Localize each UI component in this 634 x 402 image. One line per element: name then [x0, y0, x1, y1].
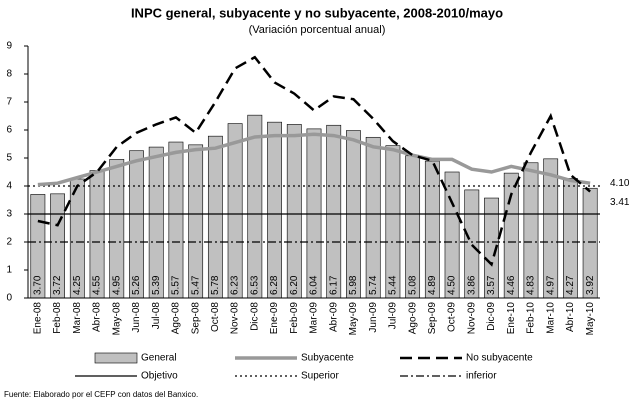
bar-label: 6.17 — [328, 275, 339, 295]
bar-label: 4.97 — [545, 275, 556, 295]
bar-label: 4.89 — [427, 275, 438, 295]
x-tick-label: Dic-09 — [486, 302, 497, 331]
bar-label: 5.98 — [348, 275, 359, 295]
bar-label: 4.83 — [526, 275, 537, 295]
bar — [286, 124, 302, 299]
x-tick-label: Feb-09 — [289, 302, 300, 334]
bar — [148, 146, 164, 299]
x-tick-label: Abr-09 — [328, 302, 339, 332]
bar-label: 4.46 — [506, 275, 517, 295]
bar — [326, 124, 342, 299]
legend-label: Superior — [301, 371, 339, 382]
bar — [188, 144, 204, 299]
y-tick-label: 4 — [6, 181, 12, 192]
chart-subtitle: (Variación porcentual anual) — [249, 24, 386, 36]
x-tick-label: Ago-09 — [407, 302, 418, 335]
bar-label: 4.50 — [447, 275, 458, 295]
y-tick-label: 7 — [6, 97, 12, 108]
bar-label: 5.78 — [210, 275, 221, 295]
bar — [385, 145, 401, 299]
bar-label: 6.28 — [269, 275, 280, 295]
y-tick-label: 1 — [6, 265, 12, 276]
x-tick-label: May-08 — [111, 302, 122, 336]
x-tick-label: Feb-08 — [52, 302, 63, 334]
bar-label: 4.27 — [565, 275, 576, 295]
x-tick-label: Mar-08 — [72, 302, 83, 334]
x-tick-label: Nov-09 — [466, 302, 477, 335]
bar — [247, 114, 263, 299]
legend-label: No subyacente — [466, 353, 533, 364]
y-tick-label: 8 — [6, 69, 12, 80]
x-tick-label: Ene-10 — [506, 302, 517, 335]
x-tick-label: Sep-09 — [427, 302, 438, 335]
x-tick-label: Abr-08 — [92, 302, 103, 332]
annotation: 4.10 — [610, 178, 630, 189]
x-tick-label: May-10 — [585, 302, 596, 336]
x-tick-label: Dic-08 — [249, 302, 260, 331]
y-tick-label: 5 — [6, 153, 12, 164]
x-tick-label: Jun-09 — [368, 302, 379, 333]
bar-label: 5.08 — [407, 275, 418, 295]
bar-label: 5.47 — [190, 275, 201, 295]
y-tick-label: 6 — [6, 125, 12, 136]
bar-label: 4.55 — [92, 275, 103, 295]
bar-label: 5.44 — [388, 275, 399, 295]
x-tick-label: Ene-09 — [269, 302, 280, 335]
bar-label: 3.86 — [466, 275, 477, 295]
y-tick-label: 2 — [6, 237, 12, 248]
bar-label: 3.57 — [486, 275, 497, 295]
legend-label: Objetivo — [141, 371, 178, 382]
bar-label: 6.20 — [289, 275, 300, 295]
line — [37, 55, 591, 267]
footer: Fuente: Elaborado por el CEFP con datos … — [4, 390, 198, 399]
bar — [207, 135, 223, 299]
legend-label: Subyacente — [301, 353, 354, 364]
x-tick-label: Abr-10 — [565, 302, 576, 332]
x-tick-label: Jul-09 — [388, 302, 399, 330]
x-tick-label: May-09 — [348, 302, 359, 336]
bar-label: 3.72 — [52, 275, 63, 295]
bar-label: 4.95 — [111, 275, 122, 295]
x-tick-label: Jul-08 — [151, 302, 162, 330]
bar-label: 5.57 — [171, 275, 182, 295]
x-tick-label: Jun-08 — [131, 302, 142, 333]
x-tick-label: Oct-08 — [210, 302, 221, 332]
x-tick-label: Ene-08 — [33, 302, 44, 335]
bar-label: 3.92 — [585, 275, 596, 295]
bar-label: 6.23 — [230, 275, 241, 295]
x-tick-label: Sep-08 — [190, 302, 201, 335]
x-tick-label: Mar-10 — [545, 302, 556, 334]
bar-label: 6.53 — [249, 275, 260, 295]
bar-label: 5.39 — [151, 275, 162, 295]
bar-label: 6.04 — [309, 275, 320, 295]
bar-label: 5.26 — [131, 275, 142, 295]
x-tick-label: Mar-09 — [309, 302, 320, 334]
y-tick-label: 0 — [6, 293, 12, 304]
x-tick-label: Oct-09 — [447, 302, 458, 332]
bar — [267, 121, 282, 299]
x-tick-label: Nov-08 — [230, 302, 241, 335]
annotation: 3.41 — [610, 197, 630, 208]
legend-label: General — [141, 353, 177, 364]
chart-title: INPC general, subyacente y no subyacente… — [131, 5, 503, 20]
legend-label: inferior — [466, 371, 497, 382]
line — [37, 132, 591, 187]
bar — [365, 136, 381, 299]
y-tick-label: 3 — [6, 209, 12, 220]
y-tick-label: 9 — [6, 41, 12, 52]
x-tick-label: Ago-08 — [171, 302, 182, 335]
bar-label: 3.70 — [33, 275, 44, 295]
bar-label: 4.25 — [72, 275, 83, 295]
bar — [227, 123, 243, 299]
x-tick-label: Feb-10 — [526, 302, 537, 334]
bar — [168, 141, 184, 299]
bar-label: 5.74 — [368, 275, 379, 295]
legend-swatch — [94, 352, 138, 364]
